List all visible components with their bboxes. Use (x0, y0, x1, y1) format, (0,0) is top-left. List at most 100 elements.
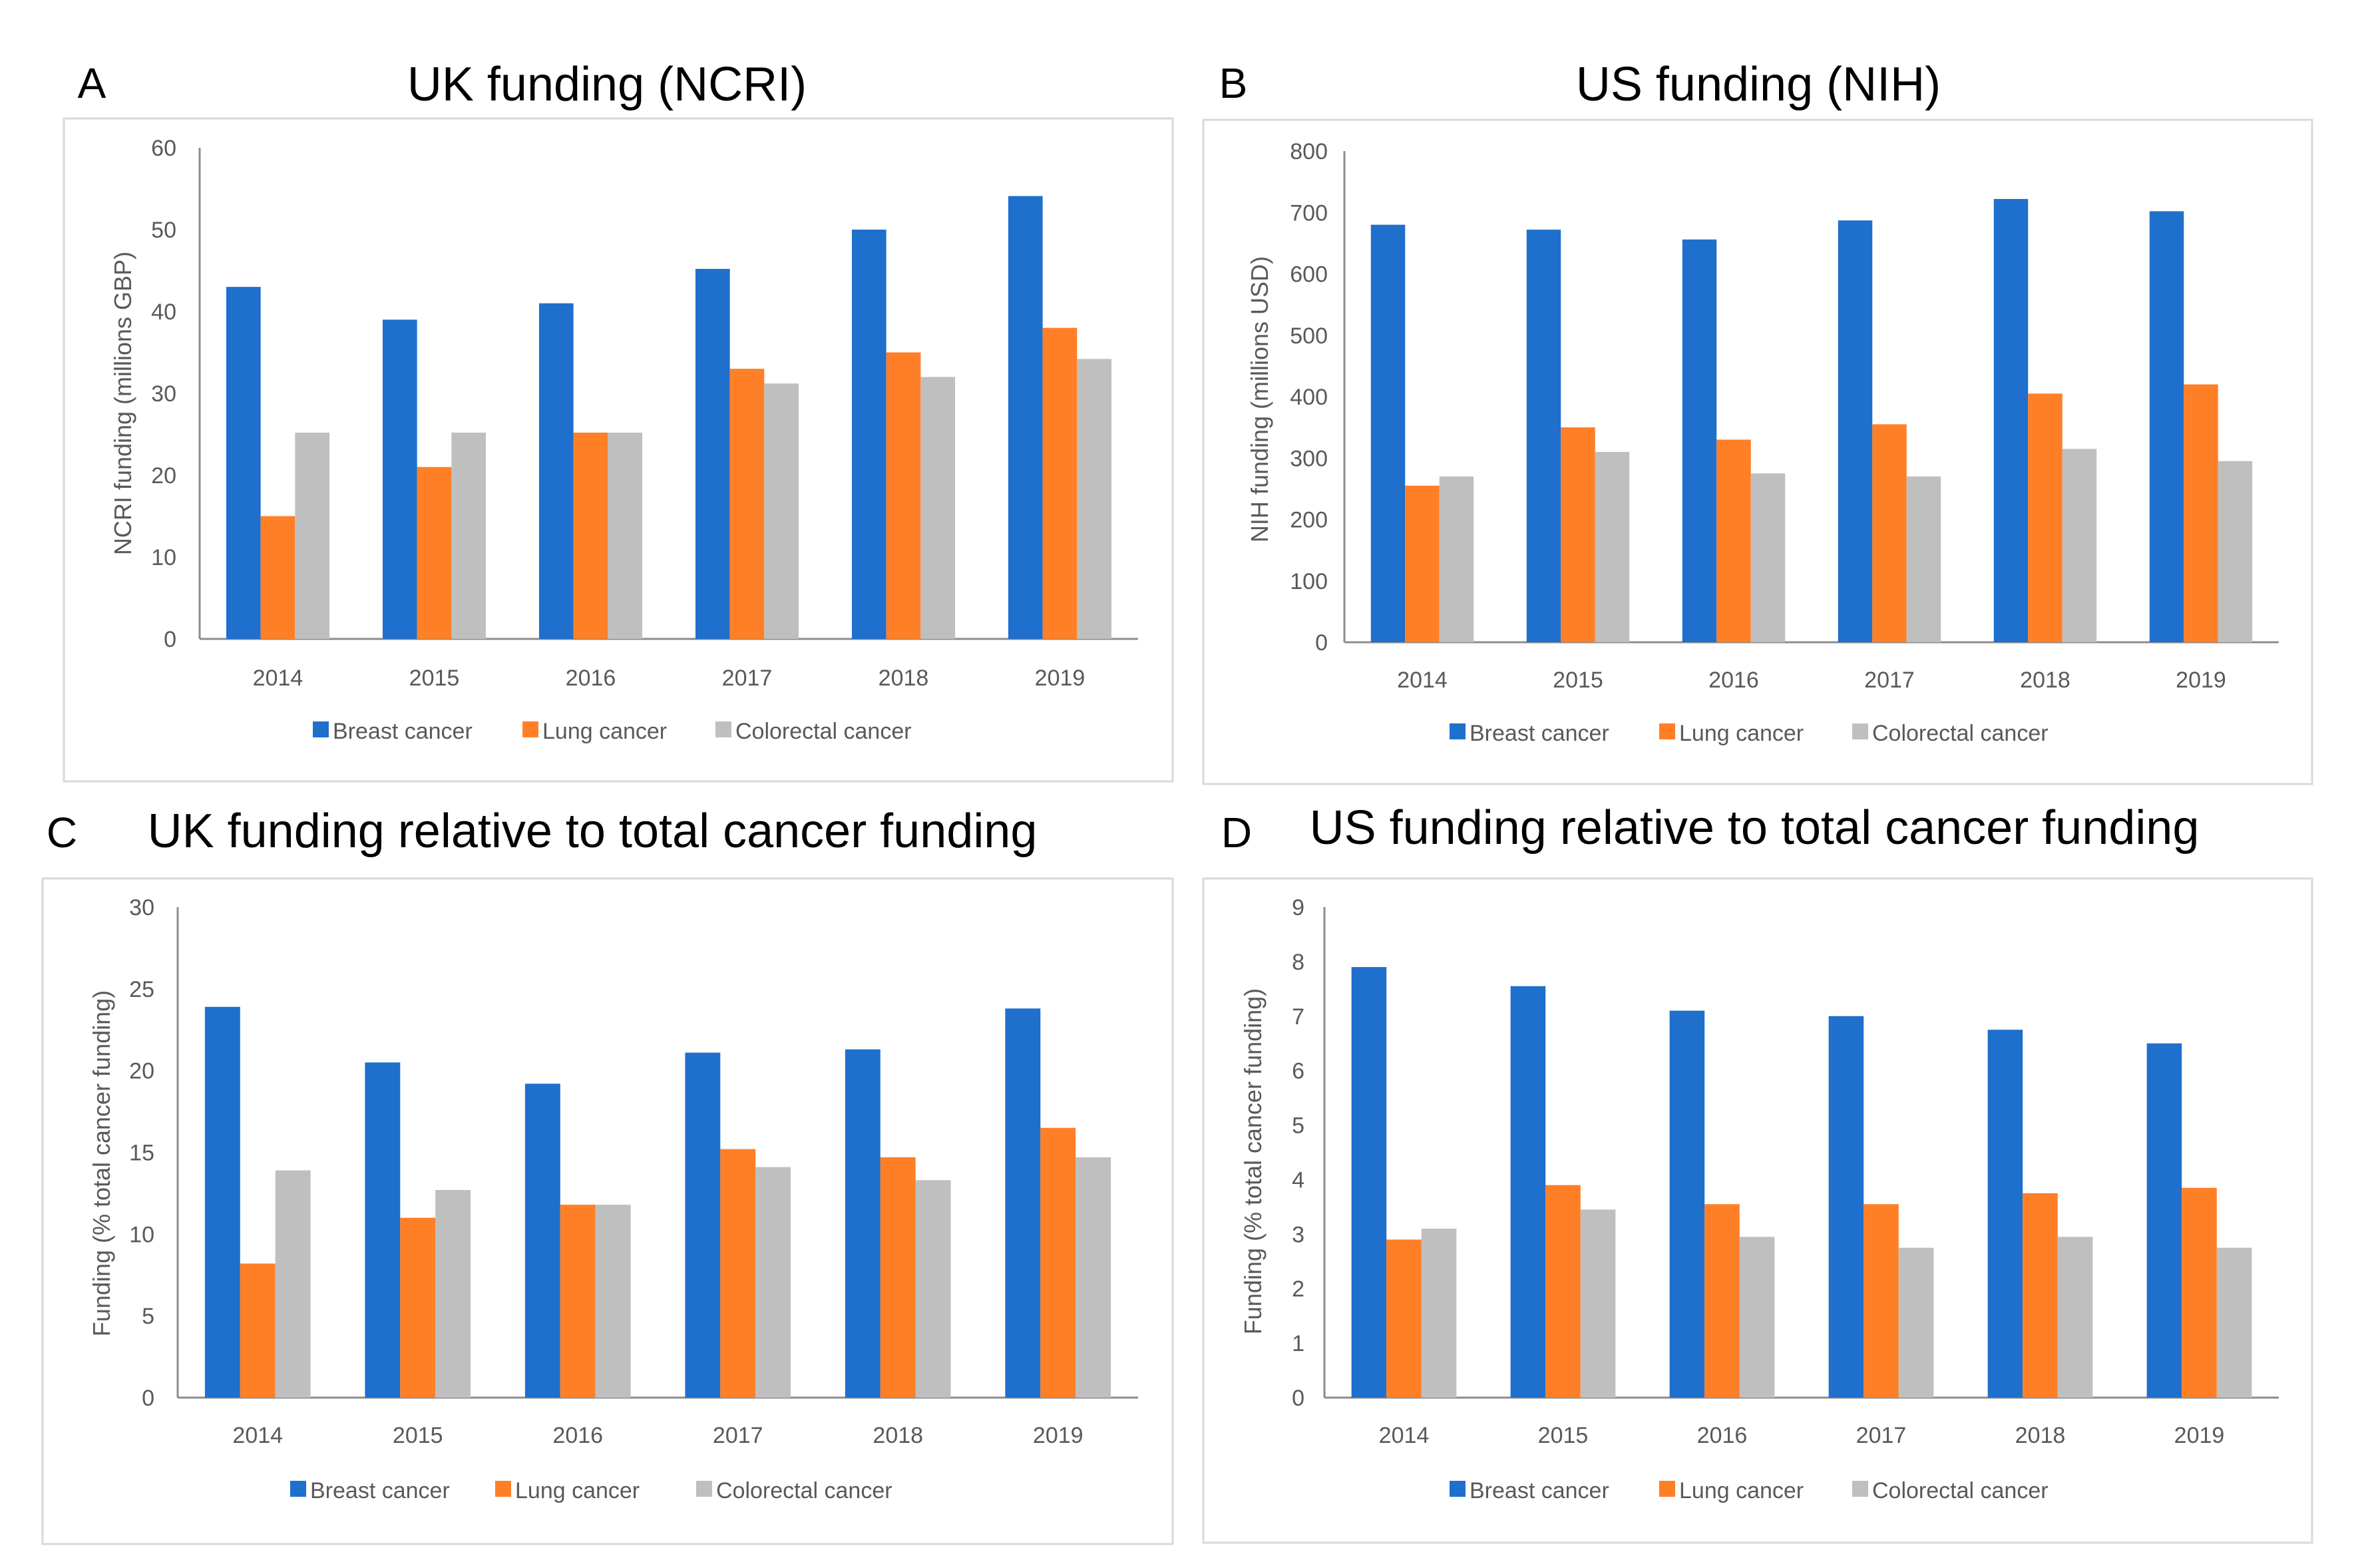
y-tick-label: 6 (1292, 1059, 1304, 1084)
legend-swatch-breast (290, 1481, 306, 1497)
y-tick-label: 40 (151, 299, 176, 325)
bar-breast-2017 (685, 1052, 721, 1398)
bar-lung-2016 (1716, 439, 1751, 642)
y-tick-label: 2 (1292, 1276, 1304, 1302)
legend-label-lung: Lung cancer (1679, 1478, 1804, 1503)
y-tick-label: 300 (1290, 446, 1328, 471)
bar-breast-2014 (226, 287, 261, 640)
panel-letter: B (1219, 59, 1248, 107)
panel-letter: D (1221, 809, 1252, 857)
y-tick-label: 20 (151, 463, 176, 489)
bar-breast-2018 (851, 230, 886, 639)
y-tick-label: 20 (129, 1059, 154, 1084)
bar-colorectal-2019 (1076, 1157, 1111, 1398)
y-tick-label: 7 (1292, 1004, 1304, 1030)
y-axis-label: Funding (% total cancer funding) (1239, 988, 1267, 1334)
bar-colorectal-2016 (595, 1205, 631, 1398)
legend-label-lung: Lung cancer (1679, 721, 1804, 746)
bar-colorectal-2018 (2062, 449, 2097, 642)
legend-label-colorectal: Colorectal cancer (1872, 721, 2049, 746)
bar-colorectal-2017 (764, 383, 799, 639)
bar-colorectal-2019 (2216, 1247, 2252, 1398)
legend-label-breast: Breast cancer (333, 719, 473, 744)
bar-breast-2014 (1351, 967, 1387, 1398)
bar-lung-2017 (729, 369, 765, 639)
bar-lung-2019 (1042, 327, 1078, 639)
bar-colorectal-2016 (1739, 1237, 1775, 1398)
bar-breast-2015 (382, 319, 417, 639)
legend-label-colorectal: Colorectal cancer (1872, 1478, 2049, 1503)
legend-label-breast: Breast cancer (1470, 721, 1609, 746)
chart-panel-b: B US funding (NIH) NIH funding (millions… (1202, 58, 2313, 785)
legend-swatch-colorectal (696, 1481, 712, 1497)
bar-breast-2018 (845, 1049, 881, 1398)
y-tick-label: 800 (1290, 139, 1328, 164)
bar-lung-2016 (1704, 1204, 1740, 1398)
x-tick-label: 2018 (2015, 1423, 2066, 1448)
legend-swatch-lung (1659, 723, 1675, 739)
bar-lung-2018 (886, 352, 921, 639)
bar-colorectal-2018 (2057, 1237, 2093, 1398)
legend-swatch-colorectal (1852, 723, 1868, 739)
x-tick-label: 2015 (1538, 1423, 1589, 1448)
legend-swatch-lung (495, 1481, 511, 1497)
bar-breast-2016 (1669, 1010, 1705, 1398)
bar-lung-2015 (417, 467, 452, 639)
y-tick-label: 700 (1290, 200, 1328, 226)
y-tick-label: 4 (1292, 1167, 1304, 1193)
y-tick-label: 3 (1292, 1222, 1304, 1247)
y-tick-label: 100 (1290, 569, 1328, 594)
x-tick-label: 2016 (552, 1423, 603, 1448)
bar-breast-2019 (2146, 1043, 2182, 1398)
legend-swatch-lung (1659, 1481, 1675, 1497)
x-tick-label: 2019 (2176, 668, 2226, 693)
bar-breast-2016 (524, 1083, 560, 1398)
legend-swatch-breast (313, 721, 329, 737)
bar-lung-2018 (2028, 393, 2063, 642)
x-tick-label: 2014 (232, 1423, 283, 1448)
y-tick-label: 0 (1315, 630, 1328, 656)
x-tick-label: 2015 (409, 666, 460, 691)
bar-lung-2019 (2184, 384, 2218, 642)
y-tick-label: 400 (1290, 385, 1328, 410)
bar-colorectal-2016 (608, 433, 643, 639)
bar-lung-2019 (1040, 1127, 1076, 1398)
bar-lung-2015 (1561, 427, 1595, 642)
x-tick-label: 2014 (1397, 668, 1448, 693)
y-tick-label: 10 (129, 1222, 154, 1247)
y-tick-label: 200 (1290, 508, 1328, 533)
y-tick-label: 600 (1290, 262, 1328, 288)
bar-colorectal-2018 (920, 377, 956, 639)
bar-colorectal-2019 (2218, 461, 2253, 642)
chart-frame (1202, 877, 2313, 1544)
x-tick-label: 2019 (1035, 666, 1085, 691)
y-tick-label: 60 (151, 136, 176, 161)
x-tick-label: 2018 (2020, 668, 2070, 693)
x-tick-label: 2014 (253, 666, 303, 691)
chart-title: US funding (NIH) (1576, 58, 1941, 111)
legend-label-breast: Breast cancer (310, 1478, 450, 1503)
bar-colorectal-2014 (275, 1170, 311, 1398)
bar-breast-2014 (204, 1006, 240, 1398)
bar-colorectal-2018 (915, 1180, 951, 1398)
bar-lung-2017 (1872, 424, 1907, 642)
bar-breast-2018 (1987, 1030, 2023, 1398)
y-tick-label: 25 (129, 977, 154, 1002)
y-axis-label: Funding (% total cancer funding) (88, 990, 115, 1336)
bar-lung-2017 (720, 1149, 756, 1398)
bar-colorectal-2014 (1439, 476, 1474, 642)
bar-lung-2018 (2023, 1193, 2058, 1398)
bar-colorectal-2015 (1595, 452, 1630, 642)
bar-lung-2014 (1386, 1239, 1422, 1398)
y-tick-label: 15 (129, 1141, 154, 1166)
bar-colorectal-2014 (295, 433, 330, 639)
bar-breast-2015 (1526, 230, 1561, 643)
bar-colorectal-2017 (755, 1167, 791, 1398)
y-tick-label: 30 (151, 381, 176, 407)
legend-swatch-colorectal (715, 721, 731, 737)
bar-breast-2017 (1838, 220, 1873, 642)
x-tick-label: 2019 (1033, 1423, 1083, 1448)
y-tick-label: 5 (142, 1304, 154, 1329)
chart-title: US funding relative to total cancer fund… (1310, 801, 2200, 855)
